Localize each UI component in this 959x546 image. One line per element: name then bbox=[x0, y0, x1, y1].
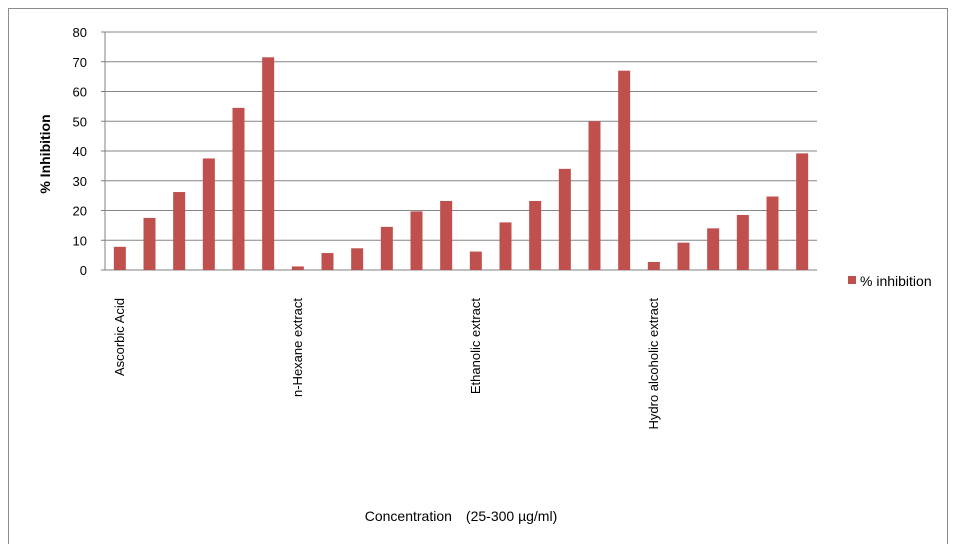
bar bbox=[529, 200, 542, 270]
bar bbox=[796, 153, 809, 270]
y-tick-label: 50 bbox=[73, 114, 87, 129]
x-axis-title-unit: (25-300 µg/ml) bbox=[466, 508, 557, 524]
bar bbox=[291, 266, 304, 270]
bar bbox=[232, 107, 245, 270]
bar bbox=[351, 248, 364, 270]
bar bbox=[380, 226, 393, 270]
x-axis-title-text: Concentration bbox=[365, 508, 452, 524]
y-axis-ticks: 0 10 20 30 40 50 60 70 80 bbox=[73, 25, 105, 278]
legend: % inhibition bbox=[848, 273, 932, 289]
bar bbox=[766, 196, 779, 270]
y-axis-title: % Inhibition bbox=[37, 114, 53, 193]
category-label: Hydro alcoholic extract bbox=[646, 298, 661, 430]
y-tick-label: 70 bbox=[73, 55, 87, 70]
bar bbox=[410, 211, 423, 270]
y-tick-label: 40 bbox=[73, 144, 87, 159]
chart-frame bbox=[8, 8, 948, 544]
bar bbox=[143, 217, 156, 270]
bar bbox=[321, 253, 334, 270]
bar bbox=[707, 228, 720, 270]
bar bbox=[202, 158, 215, 270]
y-tick-label: 30 bbox=[73, 174, 87, 189]
bar bbox=[440, 200, 453, 270]
category-label: Ethanolic extract bbox=[468, 298, 483, 394]
bar bbox=[558, 168, 571, 270]
bar bbox=[736, 214, 749, 270]
bar bbox=[618, 70, 631, 270]
category-label: Ascorbic Acid bbox=[112, 298, 127, 376]
legend-swatch bbox=[848, 276, 856, 284]
bar bbox=[262, 57, 275, 270]
bar bbox=[469, 251, 482, 270]
category-labels: Ascorbic Acid n-Hexane extract Ethanolic e… bbox=[112, 298, 661, 430]
bar bbox=[588, 121, 601, 270]
y-tick-label: 0 bbox=[80, 263, 87, 278]
bar bbox=[677, 242, 690, 270]
y-tick-label: 10 bbox=[73, 233, 87, 248]
bar bbox=[647, 261, 660, 270]
bar bbox=[499, 222, 512, 270]
x-axis-title: Concentration (25-300 µg/ml) bbox=[365, 508, 558, 525]
legend-label: % inhibition bbox=[860, 273, 932, 289]
category-label: n-Hexane extract bbox=[290, 298, 305, 397]
bar bbox=[113, 246, 126, 270]
gridlines bbox=[104, 31, 817, 271]
bars bbox=[113, 57, 809, 270]
y-tick-label: 60 bbox=[73, 85, 87, 100]
y-tick-label: 80 bbox=[73, 25, 87, 40]
y-tick-label: 20 bbox=[73, 204, 87, 219]
bar bbox=[173, 192, 186, 270]
